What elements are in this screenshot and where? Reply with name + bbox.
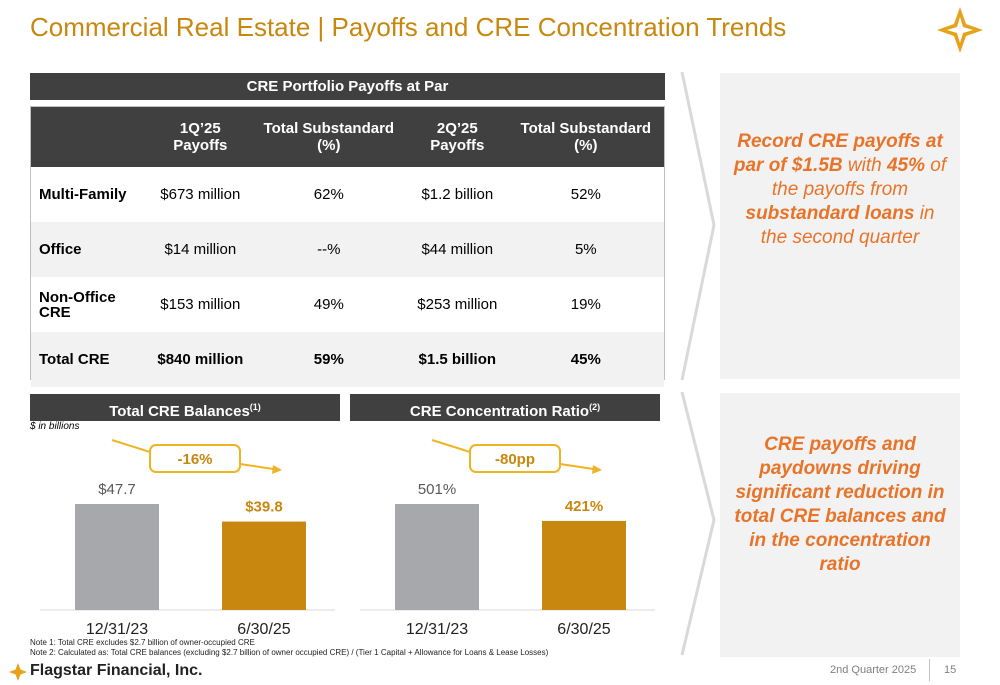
table-cell: $14 million	[150, 222, 251, 277]
header-cell: Total Substandard (%)	[250, 107, 407, 167]
x-tick-label: 6/30/25	[557, 621, 610, 638]
header-cell: 2Q’25 Payoffs	[406, 107, 508, 167]
arrow-line	[431, 439, 471, 453]
table-cell: $1.2 billion	[421, 186, 494, 203]
table-cell: Multi-Family	[39, 186, 127, 203]
slide-title: Commercial Real Estate | Payoffs and CRE…	[30, 12, 787, 42]
annotation-box	[469, 444, 561, 473]
header-row: 1Q’25 Payoffs Total Substandard (%) 2Q’25 …	[31, 107, 664, 167]
table-cell: $153 million	[160, 296, 241, 313]
logo-star	[937, 7, 983, 53]
table-cell: $253 million	[417, 296, 498, 313]
x-tick-label: 6/30/25	[237, 621, 290, 638]
page-number: 15	[944, 664, 957, 676]
bar	[542, 520, 626, 610]
table-cell: 59%	[250, 332, 407, 387]
table-cell: 52%	[570, 186, 601, 203]
bar	[395, 504, 479, 610]
chart-title: Total CRE Balances(1)	[30, 394, 340, 421]
value-label: 501%	[418, 481, 456, 498]
annotation-box	[149, 444, 241, 473]
table-cell: $840 million	[150, 332, 251, 387]
company-name: Flagstar Financial, Inc.	[30, 662, 203, 679]
table-cell: $673 million	[160, 186, 241, 203]
footnote: Note 2: Calculated as: Total CRE balance…	[30, 648, 549, 657]
chart-title-text: Total CRE Balances	[109, 403, 250, 420]
callout-panel	[720, 393, 960, 657]
callout-text: substandard loans	[745, 203, 915, 224]
table-cell: 19%	[570, 296, 601, 313]
chart-title: CRE Concentration Ratio(2)	[350, 394, 660, 421]
callout-text: 45%	[886, 155, 926, 176]
table-title: CRE Portfolio Payoffs at Par	[30, 73, 665, 100]
value-label: 421%	[565, 498, 603, 515]
chevrons	[680, 71, 716, 656]
header-cell: Total Substandard (%)	[507, 107, 664, 167]
bar	[222, 521, 306, 610]
x-tick-label: 12/31/23	[86, 621, 148, 638]
callout-panel	[720, 73, 960, 379]
table-row: Multi-Family $673 million 62% $1.2 billion 5…	[31, 167, 664, 222]
callout: CRE payoffs and paydowns driving signifi…	[730, 433, 950, 577]
chart-title-note: (2)	[589, 402, 601, 412]
x-tick-label: 12/31/23	[406, 621, 468, 638]
period: 2nd Quarter 2025	[830, 664, 917, 676]
table-cell: Office	[31, 222, 150, 277]
table-cell: Non-Office CRE	[39, 288, 116, 321]
table-row: Office $14 million --% $44 million 5%	[31, 222, 664, 277]
separator	[929, 659, 930, 681]
chart-title-note: (1)	[249, 402, 261, 412]
table-cell: --%	[250, 222, 407, 277]
callout-text: Record CRE payoffs at par of $1.5B	[733, 131, 943, 176]
arrow-line	[111, 439, 151, 453]
chart: $47.7 12/31/23 $39.8 6/30/25 -16%	[40, 439, 335, 638]
table-cell: 45%	[507, 332, 664, 387]
table-cell: Total CRE	[31, 332, 150, 387]
table-row: Total CRE $840 million 59% $1.5 billion 45%	[31, 332, 664, 387]
chart-subtitle: $ in billions	[30, 421, 80, 432]
footer-logo	[9, 663, 27, 681]
table-cell: 5%	[507, 222, 664, 277]
payoffs-table: 1Q’25 Payoffs Total Substandard (%) 2Q’25 …	[30, 106, 665, 387]
callout-text: of the payoffs from	[771, 155, 947, 200]
header-cell: 1Q’25 Payoffs	[150, 107, 251, 167]
table-cell: 62%	[313, 186, 344, 203]
annotation: -16%	[177, 451, 212, 468]
table: 1Q’25 Payoffs Total Substandard (%) 2Q’25 …	[31, 107, 664, 387]
chart: 501% 12/31/23 421% 6/30/25 -80pp	[360, 439, 655, 638]
callout-text: with	[842, 155, 887, 176]
arrow-head	[272, 465, 282, 474]
value-label: $39.8	[245, 499, 283, 516]
callout-text: CRE payoffs and paydowns driving signifi…	[734, 434, 946, 575]
footnote: Note 1: Total CRE excludes $2.7 billion …	[30, 638, 255, 647]
table-cell: 49%	[313, 296, 344, 313]
callout-text: in the second quarter	[760, 203, 935, 248]
table-row: Non-Office CRE $153 million 49% $253 millio…	[31, 277, 664, 332]
table-cell: $44 million	[406, 222, 508, 277]
header-cell	[31, 107, 150, 167]
table-cell: $1.5 billion	[406, 332, 508, 387]
chart-title-text: CRE Concentration Ratio	[409, 403, 590, 420]
callout: Record CRE payoffs at par of $1.5B with …	[730, 130, 950, 250]
bar	[75, 504, 159, 610]
value-label: $47.7	[98, 481, 136, 498]
annotation: -80pp	[495, 451, 535, 468]
arrow-head	[592, 465, 602, 474]
